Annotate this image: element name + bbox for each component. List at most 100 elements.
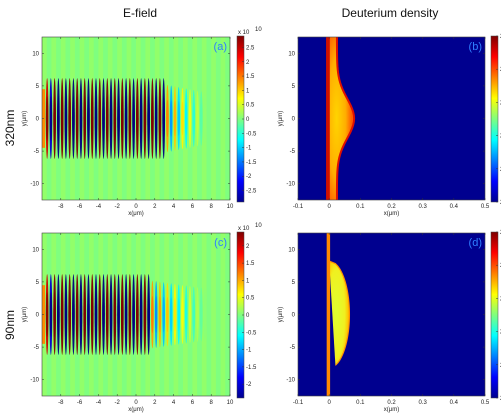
field-stripe-core (132, 96, 135, 141)
field-stripe-core (102, 96, 105, 141)
x-tick-label: 0.2 (387, 400, 396, 406)
field-stripe-core (128, 96, 132, 141)
y-tick-label: -10 (30, 378, 39, 384)
colorbar-tick-label: 0 (246, 313, 250, 319)
row-label-90nm: 90nm (3, 310, 17, 340)
field-stripe-core (79, 292, 83, 337)
field-stripe-core (185, 101, 188, 136)
colorbar-tick-label: 1 (246, 278, 250, 284)
colorbar-tick-label: -1.5 (246, 160, 257, 166)
x-tick-label: 2 (153, 204, 157, 210)
field-stripe-core (68, 96, 71, 141)
field-stripe-core (132, 292, 135, 337)
colorbar (490, 231, 499, 399)
faint-stripe (220, 37, 226, 200)
field-stripe-core (72, 292, 75, 337)
colorbar-tick-label: 0 (246, 117, 250, 123)
y-tick-label: 5 (36, 84, 40, 90)
field-stripe-core (169, 100, 173, 137)
y-axis-label: y(μm) (278, 307, 284, 322)
field-stripe-core (75, 292, 79, 337)
field-stripe-core (64, 292, 68, 337)
field-stripe-core (166, 297, 169, 332)
row-label-320nm: 320nm (3, 110, 17, 147)
x-tick-label: 10 (227, 400, 234, 406)
field-stripe-core (83, 96, 86, 141)
field-stripe-core (154, 296, 158, 333)
plot-area (298, 37, 485, 200)
field-stripe-core (94, 292, 98, 337)
field-stripe-core (136, 292, 139, 337)
y-tick-label: 10 (288, 247, 295, 253)
field-stripe-core (169, 297, 173, 332)
field-stripe-core (151, 96, 154, 141)
field-stripe-core (87, 96, 90, 141)
y-tick-label: -10 (286, 182, 295, 188)
colorbar (490, 35, 499, 203)
colorbar-tick-label: -2 (246, 174, 252, 180)
x-tick-label: 6 (191, 204, 195, 210)
x-axis-label: x(μm) (128, 407, 143, 413)
density-rim (335, 37, 356, 200)
colorbar-tick-label: 2.5 (246, 45, 255, 51)
x-tick-label: 0.1 (356, 400, 365, 406)
field-stripe-core (124, 96, 128, 141)
y-tick-label: 10 (32, 247, 39, 253)
panel-c: (c)-8 -6 -4 -2 0 2 4 6 8 101050-5-10x(μm)y(μm)21.… (22, 223, 262, 413)
field-stripe-core (154, 96, 158, 141)
y-axis-label: y(μm) (278, 111, 284, 126)
target-layer (326, 233, 331, 396)
x-tick-label: 0 (134, 204, 138, 210)
x-axis-label: x(μm) (384, 407, 399, 413)
field-stripe-core (173, 297, 177, 332)
field-stripe-core (106, 96, 109, 141)
field-stripe-core (53, 292, 56, 337)
x-tick-label: -0.1 (293, 204, 304, 210)
x-axis-label: x(μm) (128, 211, 143, 217)
field-stripe-core (75, 96, 79, 141)
field-stripe-core (94, 96, 98, 141)
x-tick-label: 0.4 (450, 204, 459, 210)
field-stripe-core (49, 96, 53, 141)
x-tick-label: 0.4 (450, 400, 459, 406)
colorbar-exponent-sup: 10 (255, 223, 262, 229)
plot-area (42, 37, 230, 200)
x-tick-label: -8 (58, 204, 64, 210)
field-stripe-core (162, 296, 165, 333)
field-stripe-core (128, 292, 132, 337)
field-stripe-core (158, 96, 162, 141)
panel-label: (b) (469, 41, 482, 53)
x-tick-label: 8 (210, 400, 214, 406)
field-stripe-core (162, 96, 165, 141)
panel-d: (d) -0.1 0 0.1 0.2 0.3 0.4 0.5 10 5 0 -5 -10 x(μm) y(μ… (278, 230, 501, 413)
field-stripe-core (185, 298, 188, 331)
x-tick-label: -0.1 (293, 400, 304, 406)
density-rim (328, 260, 351, 366)
colorbar-tick-label: 1.5 (246, 74, 255, 80)
panel-label: (d) (469, 237, 482, 249)
colorbar-tick-label: -0.5 (246, 131, 257, 137)
x-tick-label: 8 (210, 204, 214, 210)
y-tick-label: 0 (36, 313, 40, 319)
y-axis-label: y(μm) (22, 307, 28, 322)
y-tick-label: 5 (292, 280, 296, 286)
field-stripe-core (177, 101, 180, 136)
panels: (a)-8 -6 -4 -2 0 2 4 6 8 101050-5-10x(μm)y(μm)2.5… (22, 27, 501, 413)
density-shell (329, 37, 355, 200)
y-tick-label: -5 (290, 345, 296, 351)
x-tick-label: 0.3 (418, 204, 427, 210)
field-stripe-core (113, 96, 117, 141)
y-tick-label: 10 (288, 51, 295, 57)
field-stripe-core (143, 96, 147, 141)
x-tick-label: 4 (172, 400, 176, 406)
field-stripe-core (98, 96, 101, 141)
field-stripe-core (64, 96, 68, 141)
field-stripe-core (196, 103, 199, 134)
field-stripe-core (192, 299, 195, 330)
field-stripe-core (106, 292, 109, 337)
colorbar-tick-label: 0.5 (246, 296, 255, 302)
field-stripe-core (188, 298, 192, 331)
field-stripe-core (121, 96, 124, 141)
field-stripe-core (147, 96, 150, 141)
